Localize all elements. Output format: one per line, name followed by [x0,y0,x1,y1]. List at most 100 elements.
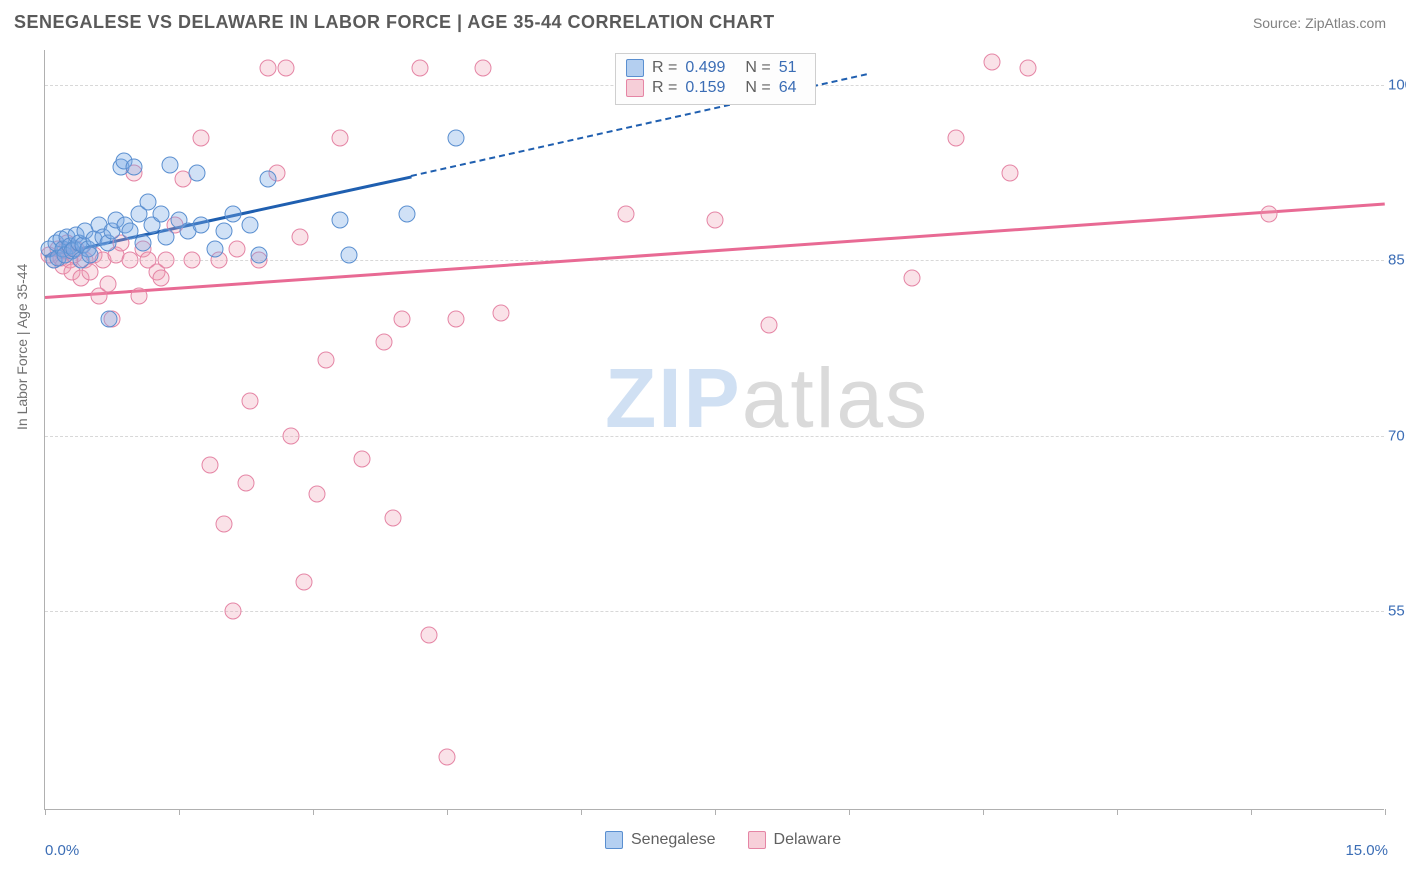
legend-label: Delaware [774,831,842,849]
data-point-delaware [130,287,147,304]
data-point-senegalese [206,240,223,257]
data-point-delaware [260,59,277,76]
data-point-delaware [193,129,210,146]
data-point-senegalese [215,223,232,240]
x-tick [983,809,984,815]
title-bar: SENEGALESE VS DELAWARE IN LABOR FORCE | … [0,0,1406,41]
data-point-delaware [1001,164,1018,181]
data-point-delaware [617,205,634,222]
data-point-senegalese [188,164,205,181]
source-label: Source: ZipAtlas.com [1253,15,1386,31]
stats-row: R = 0.159 N = 64 [626,78,805,98]
r-label: R = [652,59,677,77]
data-point-delaware [1260,205,1277,222]
data-point-senegalese [224,205,241,222]
data-point-senegalese [135,234,152,251]
data-point-senegalese [340,246,357,263]
data-point-delaware [331,129,348,146]
data-point-delaware [318,351,335,368]
r-value: 0.159 [685,79,737,97]
x-tick [447,809,448,815]
legend-swatch-blue [605,831,623,849]
legend-label: Senegalese [631,831,716,849]
x-tick [1117,809,1118,815]
stats-row: R = 0.499 N = 51 [626,58,805,78]
data-point-senegalese [260,170,277,187]
data-point-delaware [229,240,246,257]
data-point-delaware [278,59,295,76]
legend-item-delaware: Delaware [748,831,842,849]
data-point-delaware [948,129,965,146]
x-tick [313,809,314,815]
data-point-delaware [760,316,777,333]
watermark: ZIPatlas [605,350,929,447]
x-tick [715,809,716,815]
data-point-delaware [157,252,174,269]
n-label: N = [745,59,770,77]
data-point-delaware [1019,59,1036,76]
data-point-delaware [903,270,920,287]
x-axis-max-label: 15.0% [1345,842,1388,859]
data-point-senegalese [251,246,268,263]
x-tick [1385,809,1386,815]
data-point-delaware [439,749,456,766]
r-label: R = [652,79,677,97]
data-point-delaware [242,392,259,409]
y-tick-label: 55.0% [1388,603,1406,620]
data-point-senegalese [101,310,118,327]
data-point-senegalese [157,229,174,246]
x-tick [849,809,850,815]
n-label: N = [745,79,770,97]
data-point-delaware [385,509,402,526]
gridline-h [45,436,1384,437]
y-tick-label: 70.0% [1388,427,1406,444]
stats-box: R = 0.499 N = 51 R = 0.159 N = 64 [615,53,816,105]
data-point-senegalese [126,158,143,175]
x-axis-min-label: 0.0% [45,842,79,859]
data-point-delaware [376,334,393,351]
data-point-delaware [238,474,255,491]
data-point-delaware [707,211,724,228]
r-value: 0.499 [685,59,737,77]
data-point-delaware [412,59,429,76]
legend-swatch-pink [748,831,766,849]
data-point-delaware [421,626,438,643]
data-point-delaware [291,229,308,246]
data-point-delaware [983,53,1000,70]
data-point-delaware [121,252,138,269]
x-tick [581,809,582,815]
data-point-senegalese [331,211,348,228]
legend-item-senegalese: Senegalese [605,831,716,849]
data-point-delaware [202,457,219,474]
watermark-zip: ZIP [605,351,742,445]
data-point-senegalese [162,156,179,173]
data-point-delaware [492,305,509,322]
data-point-delaware [296,574,313,591]
data-point-senegalese [153,205,170,222]
gridline-h [45,611,1384,612]
data-point-senegalese [398,205,415,222]
data-point-delaware [394,310,411,327]
y-tick-label: 85.0% [1388,252,1406,269]
y-axis-label: In Labor Force | Age 35-44 [14,264,30,430]
data-point-delaware [309,486,326,503]
data-point-senegalese [447,129,464,146]
data-point-delaware [153,270,170,287]
legend-swatch-pink [626,79,644,97]
x-tick [45,809,46,815]
n-value: 51 [779,59,805,77]
data-point-delaware [447,310,464,327]
y-tick-label: 100.0% [1388,77,1406,94]
n-value: 64 [779,79,805,97]
data-point-delaware [224,603,241,620]
plot-area: ZIPatlas 55.0%70.0%85.0%100.0%0.0%15.0%R… [44,50,1384,810]
data-point-senegalese [193,217,210,234]
chart-title: SENEGALESE VS DELAWARE IN LABOR FORCE | … [14,12,775,33]
data-point-delaware [215,515,232,532]
gridline-h [45,260,1384,261]
legend-swatch-blue [626,59,644,77]
data-point-delaware [184,252,201,269]
data-point-delaware [354,451,371,468]
x-tick [1251,809,1252,815]
data-point-delaware [99,275,116,292]
